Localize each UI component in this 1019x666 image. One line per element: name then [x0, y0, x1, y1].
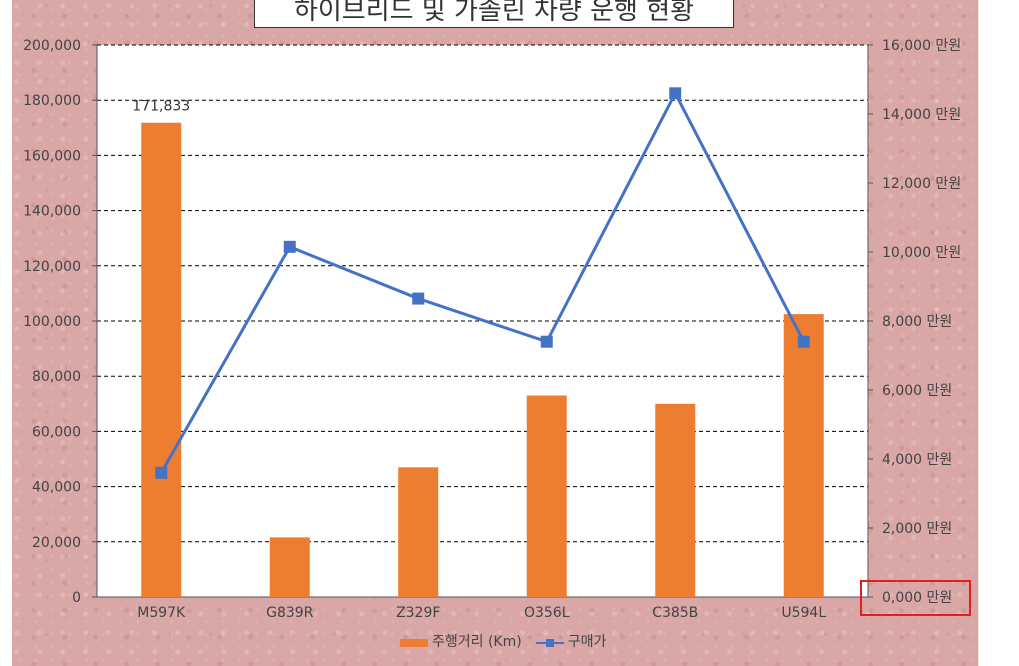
- price-marker-C385B: [669, 87, 682, 100]
- price-marker-G839R: [283, 240, 296, 253]
- y-left-tick-label: 120,000: [23, 259, 81, 275]
- bar-O356L: [526, 395, 567, 597]
- x-tick-label: U594L: [781, 605, 826, 621]
- y-right-tick-label: 4,000 만원: [882, 452, 952, 468]
- y-left-tick-label: 160,000: [23, 148, 81, 164]
- x-tick-label: O356L: [524, 605, 570, 621]
- x-tick-label: C385B: [652, 605, 698, 621]
- y-left-tick-label: 20,000: [32, 535, 81, 551]
- y-left-tick-label: 180,000: [23, 93, 81, 109]
- y-right-tick-label: 10,000 만원: [882, 245, 961, 261]
- legend-label-distance: 주행거리 (Km): [432, 634, 522, 650]
- data-label: 171,833: [132, 99, 190, 115]
- y-left-tick-label: 80,000: [32, 369, 81, 385]
- price-marker-M597K: [155, 466, 168, 479]
- legend-swatch-line: [535, 634, 564, 651]
- bar-C385B: [655, 403, 696, 597]
- x-tick-label: Z329F: [396, 605, 440, 621]
- chart-title: 하이브리드 및 가솔린 차량 운행 현황: [254, 0, 734, 28]
- x-tick-label: G839R: [266, 605, 314, 621]
- legend: 주행거리 (Km) 구매가: [400, 634, 606, 666]
- y-left-tick-label: 40,000: [32, 480, 81, 496]
- y-right-tick-label: 6,000 만원: [882, 383, 952, 399]
- y-left-tick-label: 140,000: [23, 204, 81, 220]
- y-right-tick-label: 8,000 만원: [882, 314, 952, 330]
- y-right-tick-label: 14,000 만원: [882, 107, 961, 123]
- y-right-tick-label: 2,000 만원: [882, 521, 952, 537]
- highlight-box: [860, 580, 971, 616]
- bar-Z329F: [398, 467, 439, 597]
- legend-label-price: 구매가: [567, 634, 607, 650]
- legend-swatch-bar: [400, 639, 428, 647]
- y-left-tick-label: 200,000: [23, 38, 81, 54]
- price-marker-O356L: [540, 335, 553, 348]
- price-line: [159, 91, 806, 474]
- y-right-tick-label: 16,000 만원: [882, 38, 961, 54]
- price-marker-U594L: [797, 335, 810, 348]
- legend-item-distance: 주행거리 (Km): [400, 634, 522, 651]
- legend-item-price: 구매가: [535, 634, 607, 651]
- bar-U594L: [783, 314, 824, 597]
- window-edge: [978, 0, 1019, 666]
- y-left-tick-label: 0: [72, 590, 81, 606]
- bar-G839R: [269, 537, 310, 597]
- y-left-tick-label: 100,000: [23, 314, 81, 330]
- y-left-tick-label: 60,000: [32, 424, 81, 440]
- price-marker-Z329F: [412, 292, 425, 305]
- y-right-tick-label: 12,000 만원: [882, 176, 961, 192]
- bar-M597K: [141, 122, 182, 598]
- x-tick-label: M597K: [137, 605, 186, 621]
- y-right-tick-label: 0,000 만원: [882, 590, 952, 606]
